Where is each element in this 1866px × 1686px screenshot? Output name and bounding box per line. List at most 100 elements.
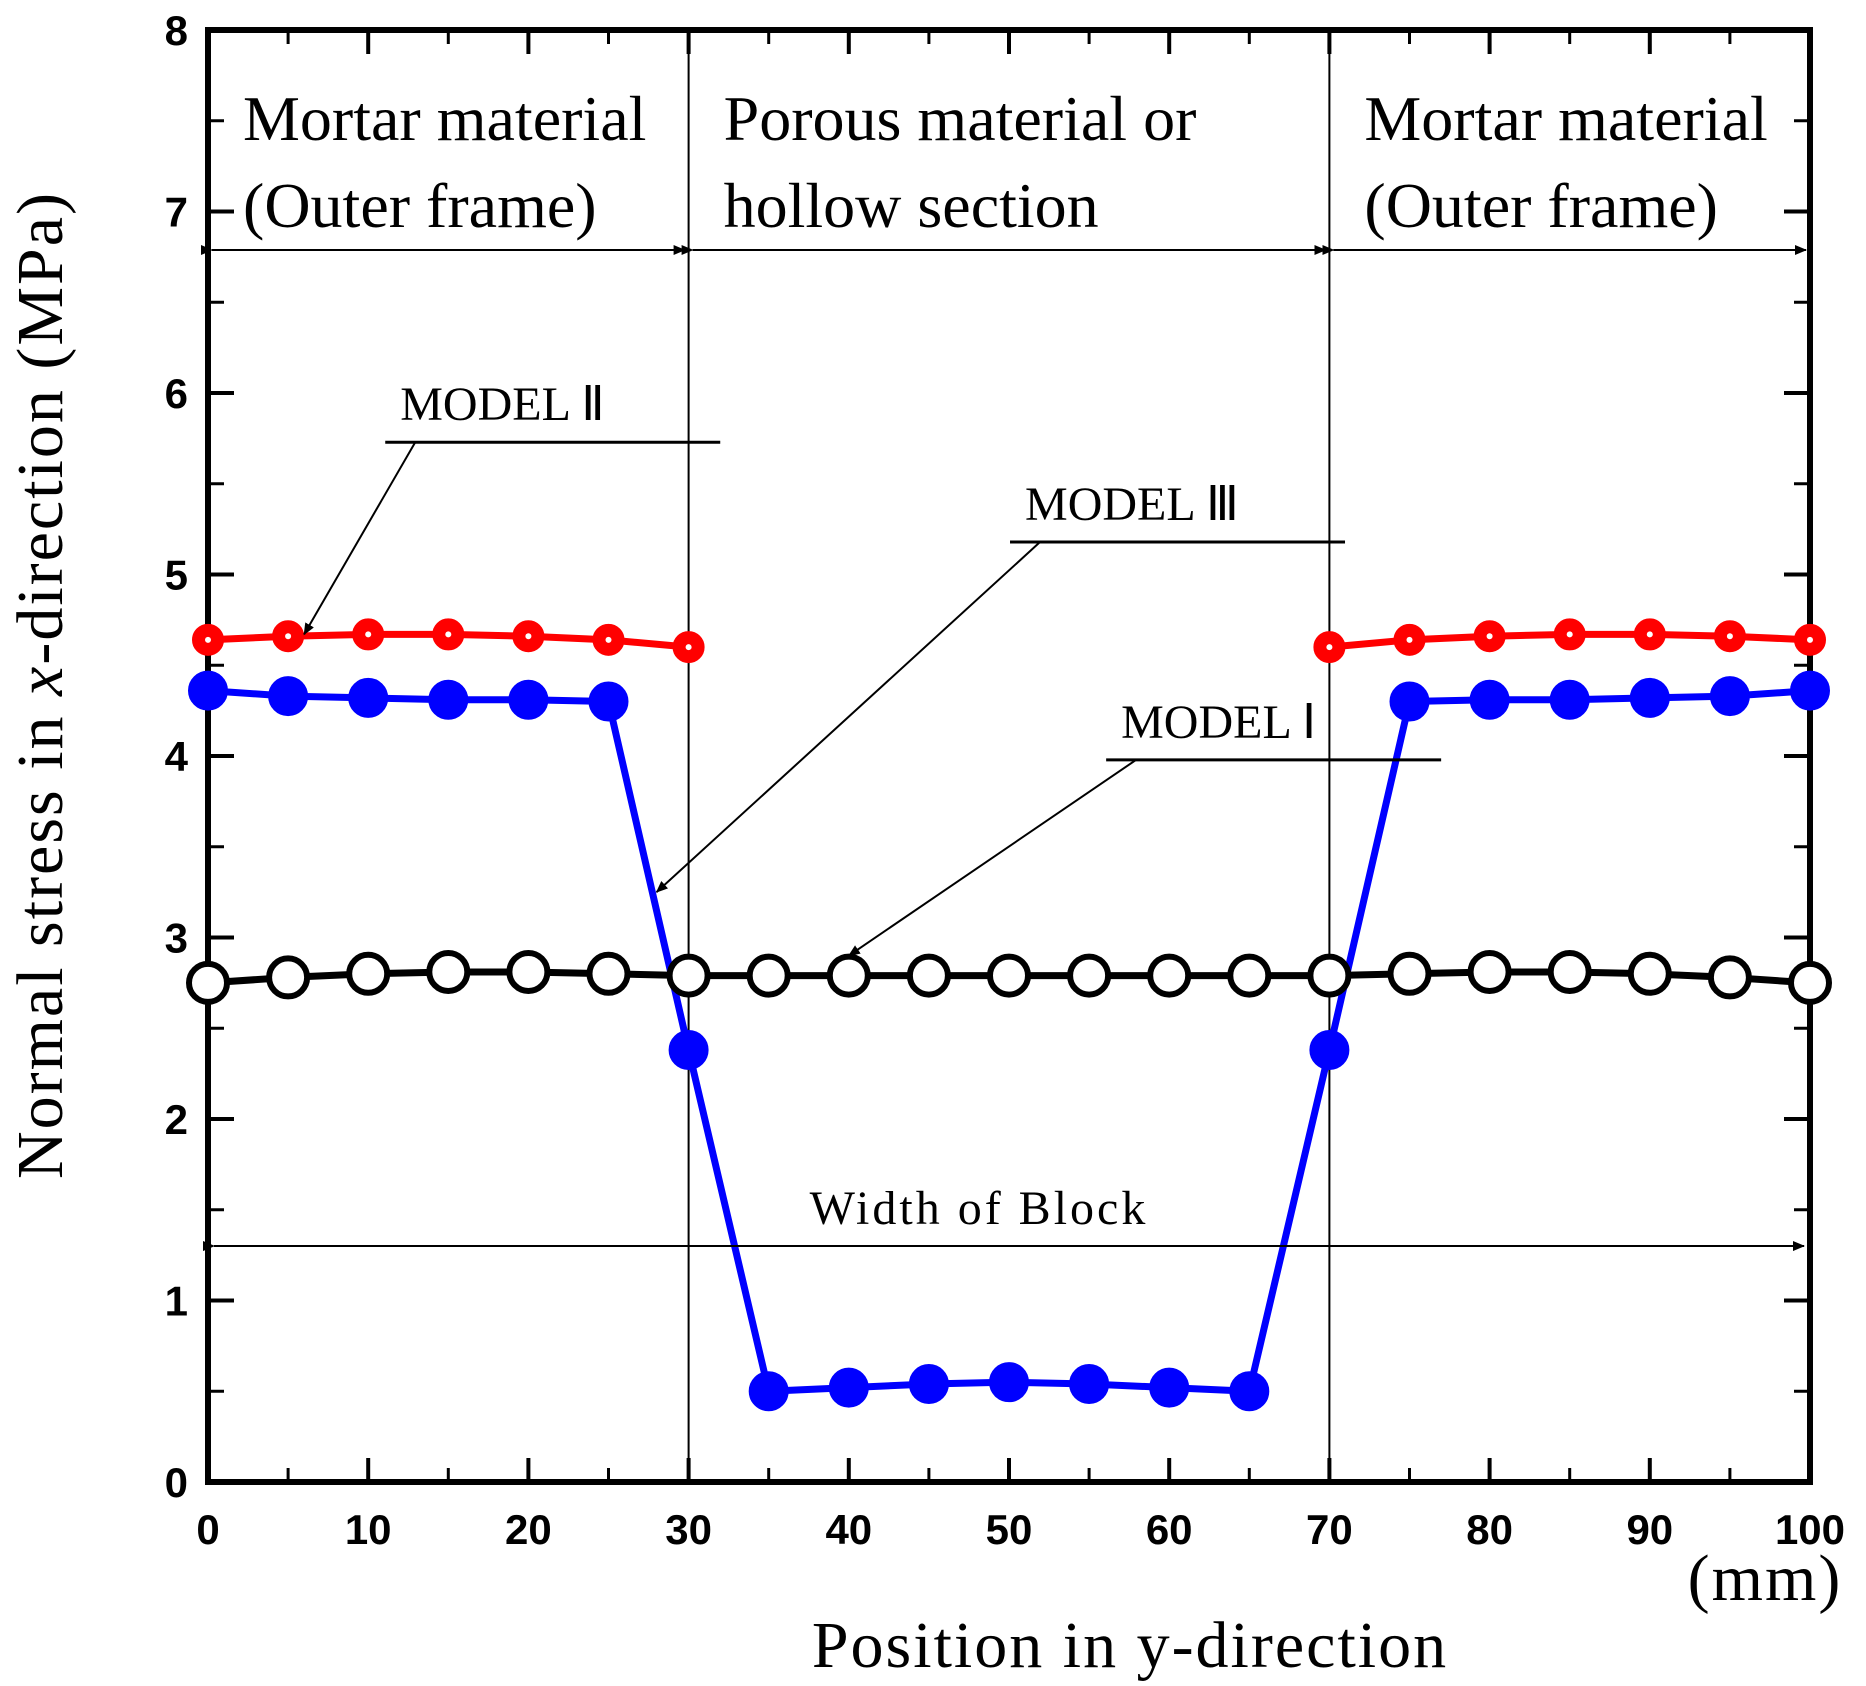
model-1-point bbox=[826, 953, 871, 998]
model-3-point bbox=[268, 676, 309, 717]
region-label: Mortar material bbox=[243, 83, 646, 154]
annotation-layer: Width of Block MODEL Ⅱ MODEL Ⅲ MODEL Ⅰ bbox=[203, 378, 1805, 1252]
model-label-3-leader-arrow bbox=[847, 759, 1137, 957]
x-tick-label: 60 bbox=[1146, 1506, 1193, 1553]
region-label: Porous material or bbox=[724, 83, 1197, 154]
model-3-point bbox=[428, 679, 469, 720]
model-3-point bbox=[1790, 670, 1830, 711]
x-tick-label: 0 bbox=[196, 1506, 219, 1553]
model-3-point bbox=[748, 1371, 789, 1412]
model-1-point bbox=[1467, 949, 1512, 994]
model-2-point-center bbox=[1326, 644, 1333, 651]
region-label: (Outer frame) bbox=[243, 170, 597, 241]
y-axis-title-prefix: Normal stress in bbox=[4, 696, 77, 1179]
x-tick-label: 50 bbox=[986, 1506, 1033, 1553]
region-layer: Mortar material (Outer frame) Porous mater… bbox=[201, 30, 1807, 1482]
model-3-point bbox=[1469, 679, 1510, 720]
region-label: (Outer frame) bbox=[1364, 170, 1718, 241]
model-3-point bbox=[1709, 676, 1750, 717]
tick-layer: 0 10 20 30 40 50 60 70 80 90 100 0 1 2 3 4 5 6 7 8 bbox=[165, 7, 1845, 1553]
y-tick-label: 8 bbox=[165, 7, 188, 54]
model-label-3: MODEL Ⅰ bbox=[1121, 696, 1316, 749]
model-2-point-center bbox=[1807, 636, 1813, 643]
model-1-point bbox=[266, 955, 311, 1000]
model-3-point bbox=[1389, 681, 1430, 722]
plot-frame bbox=[205, 27, 1813, 1485]
model-2-point-center bbox=[605, 636, 612, 643]
model-3-point bbox=[908, 1363, 949, 1404]
model-1-point bbox=[1707, 955, 1752, 1000]
model-1-point bbox=[746, 953, 791, 998]
model-1-point bbox=[186, 960, 230, 1005]
model-3-point bbox=[1309, 1030, 1350, 1071]
model-1-point bbox=[1788, 960, 1832, 1005]
y-tick-label: 4 bbox=[165, 733, 189, 780]
region-label: Mortar material bbox=[1364, 83, 1767, 154]
model-2-point-center bbox=[1486, 633, 1493, 640]
axes bbox=[205, 27, 1813, 1485]
model-2-point-center bbox=[1566, 631, 1573, 638]
x-tick-label: 90 bbox=[1626, 1506, 1673, 1553]
model-3-point bbox=[1629, 677, 1670, 718]
model-1-point bbox=[906, 953, 951, 998]
series-layer bbox=[186, 618, 1832, 1412]
model-1-point bbox=[1307, 953, 1352, 998]
model-3-point bbox=[1229, 1371, 1270, 1412]
model-2-point-center bbox=[285, 633, 292, 640]
model-1-point bbox=[1147, 953, 1192, 998]
model-2-point-center bbox=[525, 633, 532, 640]
model-3-point bbox=[1149, 1367, 1190, 1408]
model-2-point-center bbox=[365, 631, 372, 638]
model-3-point bbox=[1069, 1363, 1110, 1404]
model-1-point bbox=[1387, 951, 1432, 996]
model-label-1-leader-arrow bbox=[303, 441, 417, 636]
x-tick-label: 40 bbox=[825, 1506, 872, 1553]
y-axis-title: Normal stress in x-direction (MPa) bbox=[4, 191, 77, 1179]
x-tick-label: 30 bbox=[665, 1506, 712, 1553]
x-tick-label: 100 bbox=[1775, 1506, 1845, 1553]
model-1-point bbox=[987, 953, 1031, 998]
model-3-point bbox=[989, 1362, 1029, 1403]
y-tick-label: 5 bbox=[165, 552, 188, 599]
x-tick-label: 20 bbox=[505, 1506, 552, 1553]
region-label: hollow section bbox=[724, 170, 1099, 241]
model-1-point bbox=[1067, 953, 1112, 998]
model-1-point bbox=[1627, 951, 1672, 996]
model-2-point-center bbox=[1726, 633, 1733, 640]
model-1-point bbox=[426, 949, 471, 994]
model-1-point bbox=[1227, 953, 1272, 998]
width-of-block-label: Width of Block bbox=[810, 1182, 1149, 1235]
model-2-point-center bbox=[1406, 636, 1413, 643]
y-axis-title-variable: x bbox=[4, 665, 77, 697]
model-1-point bbox=[506, 949, 551, 994]
model-2-point-center bbox=[1646, 631, 1653, 638]
model-3-point bbox=[828, 1367, 869, 1408]
x-tick-label: 80 bbox=[1466, 1506, 1513, 1553]
y-tick-label: 7 bbox=[165, 189, 188, 236]
x-tick-label: 70 bbox=[1306, 1506, 1353, 1553]
model-2-point-center bbox=[445, 631, 452, 638]
model-2-point-center bbox=[685, 644, 692, 651]
model-1-point bbox=[586, 951, 631, 996]
model-label-1: MODEL Ⅱ bbox=[400, 378, 605, 431]
model-1-point bbox=[666, 953, 711, 998]
y-tick-label: 0 bbox=[165, 1459, 188, 1506]
model-3-point bbox=[668, 1030, 709, 1071]
x-axis-title: Position in y-direction bbox=[812, 1609, 1448, 1682]
y-tick-label: 1 bbox=[165, 1278, 188, 1325]
model-2-point-center bbox=[205, 636, 211, 643]
y-tick-label: 6 bbox=[165, 370, 188, 417]
y-tick-label: 3 bbox=[165, 915, 188, 962]
model-label-2-leader-arrow bbox=[655, 541, 1041, 893]
model-3-point bbox=[188, 670, 228, 711]
model-3-point bbox=[1549, 679, 1590, 720]
x-axis-unit: (mm) bbox=[1688, 1542, 1843, 1615]
model-3-line bbox=[207, 687, 1811, 1395]
model-3-point bbox=[348, 677, 389, 718]
model-3-point bbox=[508, 679, 549, 720]
model-label-2: MODEL Ⅲ bbox=[1025, 478, 1239, 531]
model-1-point bbox=[346, 951, 391, 996]
model-1-point bbox=[1547, 949, 1592, 994]
y-tick-label: 2 bbox=[165, 1096, 188, 1143]
